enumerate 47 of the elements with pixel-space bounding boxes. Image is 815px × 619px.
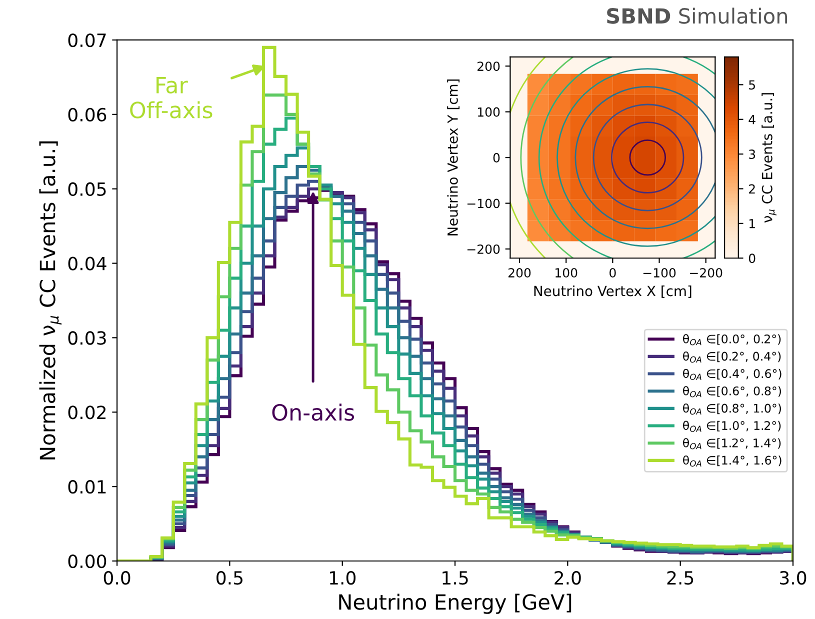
y-tick-label: −200 — [467, 244, 500, 254]
y-tick-label: 0.06 — [68, 108, 106, 122]
color-bar-label: 3 — [749, 150, 756, 159]
x-tick-label: 2.0 — [554, 571, 581, 585]
x-tick-label: 0 — [610, 268, 616, 278]
y-tick-label: 0.03 — [68, 331, 106, 345]
legend-label: θ$_{OA}$ ∈[0.2°, 0.4°) — [683, 351, 781, 363]
annotation: On-axis — [272, 404, 354, 421]
legend-label: θ$_{OA}$ ∈[1.4°, 1.6°) — [683, 455, 782, 467]
x-tick-label: 1.0 — [330, 571, 356, 585]
y-tick-label: −100 — [467, 198, 500, 208]
y-axis-title: Neutrino Vertex Y [cm] — [447, 80, 460, 236]
x-tick-label: −200 — [690, 268, 722, 278]
y-tick-label: 100 — [478, 107, 500, 117]
x-tick-label: 0.0 — [104, 571, 130, 585]
y-tick-label: 0.00 — [68, 554, 106, 568]
x-tick-label: 200 — [508, 268, 531, 278]
color-bar-label: 4 — [748, 115, 756, 124]
x-tick-label: 3.0 — [780, 571, 806, 585]
color-bar-label: 1 — [749, 219, 755, 228]
color-bar-label: 5 — [749, 80, 755, 90]
legend-label: θ$_{OA}$ ∈[0.4°, 0.6°) — [683, 368, 782, 380]
y-tick-label: 0.02 — [68, 406, 106, 420]
x-tick-label: 0.5 — [216, 571, 242, 585]
color-bar-label: 2 — [749, 184, 755, 194]
x-axis-title: Neutrino Vertex X [cm] — [534, 286, 692, 298]
x-tick-label: 1.5 — [442, 571, 468, 585]
legend-label: θ$_{OA}$ ∈[0.6°, 0.8°) — [683, 386, 781, 398]
x-axis-title: Neutrino Energy [GeV] — [339, 594, 572, 614]
legend-label: θ$_{OA}$ ∈[1.0°, 1.2°) — [683, 420, 781, 432]
legend-label: θ$_{OA}$ ∈[1.2°, 1.4°) — [683, 438, 781, 450]
x-tick-label: 2.5 — [667, 571, 694, 585]
chart-title: SBND Simulation — [607, 8, 788, 24]
y-tick-label: 0.07 — [68, 33, 106, 48]
y-axis-title: Normalized ν$_{μ}$ CC Events [a.u.] — [39, 141, 62, 460]
x-tick-label: −100 — [643, 268, 676, 278]
y-tick-label: 0.01 — [68, 480, 106, 494]
y-tick-label: 0 — [493, 153, 500, 162]
y-tick-label: 0.04 — [68, 256, 106, 270]
annotation: Far Off-axis — [130, 77, 212, 118]
color-bar-label: 0 — [748, 254, 756, 264]
y-tick-label: 0.05 — [68, 182, 106, 196]
y-tick-label: 200 — [478, 62, 500, 72]
legend-label: θ$_{OA}$ ∈[0.0°, 0.2°) — [683, 334, 781, 346]
x-tick-label: 100 — [556, 268, 578, 278]
legend-label: θ$_{OA}$ ∈[0.8°, 1.0°) — [683, 403, 781, 415]
color-bar-title: ν$_{μ}$ CC Events [a.u.] — [762, 93, 776, 223]
